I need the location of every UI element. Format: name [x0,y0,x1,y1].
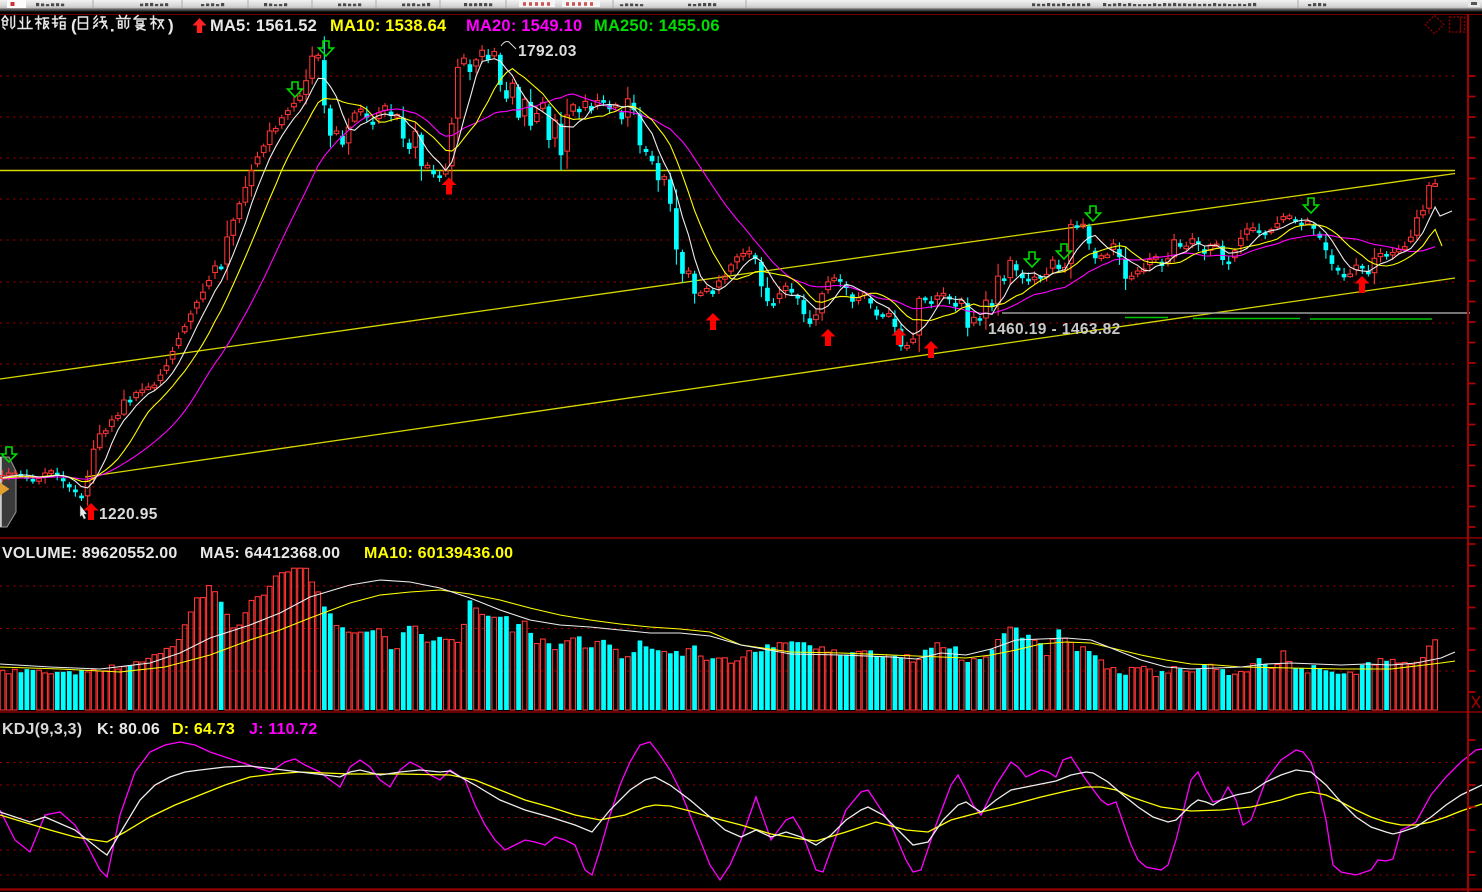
svg-text:1460.19 - 1463.82: 1460.19 - 1463.82 [988,321,1121,338]
svg-text:J: 110.72: J: 110.72 [249,721,318,738]
svg-text:MA10: 60139436.00: MA10: 60139436.00 [364,545,513,562]
svg-text:1792.03: 1792.03 [518,43,577,60]
svg-text:MA20: 1549.10: MA20: 1549.10 [466,17,582,35]
svg-text:MA5: 1561.52: MA5: 1561.52 [210,17,317,35]
svg-text:MA5: 64412368.00: MA5: 64412368.00 [200,545,340,562]
svg-text:VOLUME: 89620552.00: VOLUME: 89620552.00 [2,545,177,562]
svg-text:(: ( [71,16,77,35]
svg-text:MA10: 1538.64: MA10: 1538.64 [330,17,447,35]
svg-text:1220.95: 1220.95 [99,506,158,523]
svg-text:): ) [168,16,174,35]
svg-text:KDJ(9,3,3): KDJ(9,3,3) [2,721,82,738]
svg-text:K: 80.06: K: 80.06 [97,721,160,738]
svg-text:MA250: 1455.06: MA250: 1455.06 [594,17,720,35]
svg-text:D: 64.73: D: 64.73 [172,721,235,738]
